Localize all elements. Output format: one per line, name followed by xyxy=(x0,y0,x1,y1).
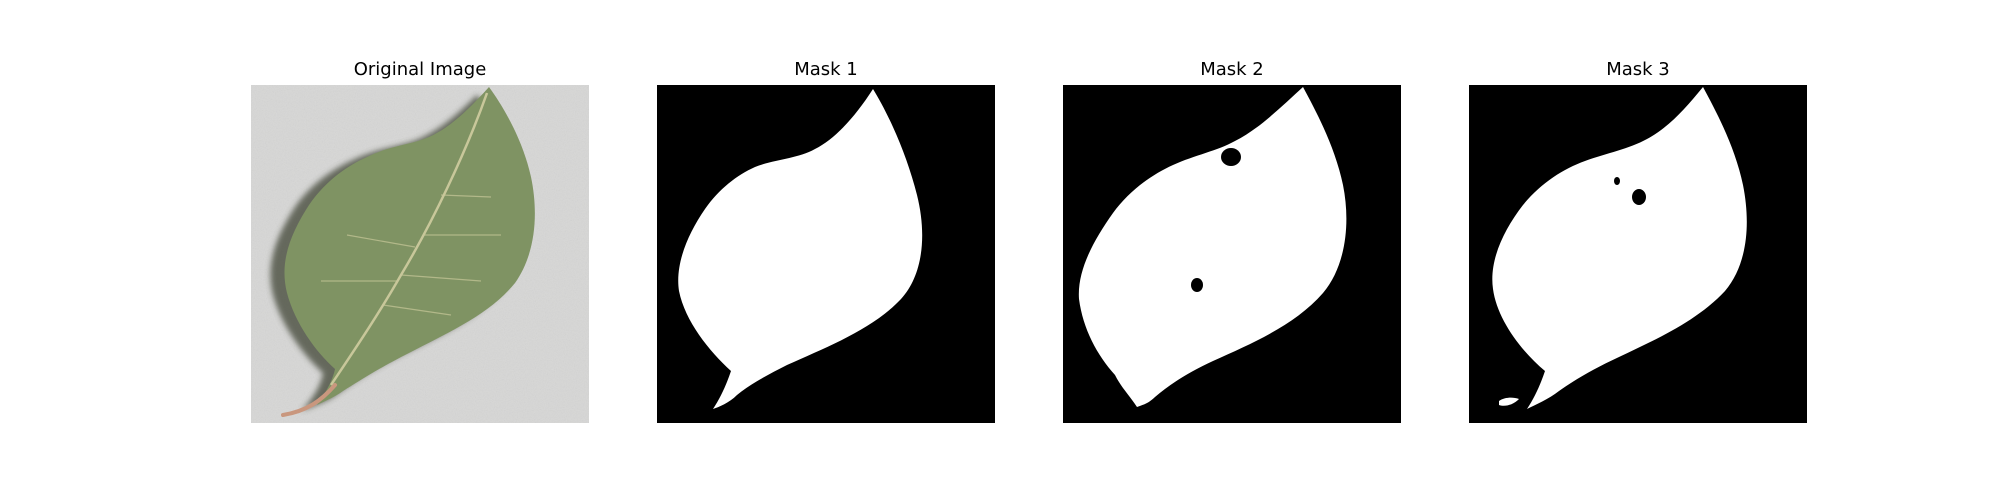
mask-hole xyxy=(1221,148,1241,166)
mask-3-canvas xyxy=(1469,85,1807,423)
mask-foreground xyxy=(678,89,923,409)
mask-3-image xyxy=(1469,85,1807,423)
mask-hole xyxy=(1632,189,1646,205)
panel-original-image: Original Image xyxy=(251,57,589,423)
mask-1-image xyxy=(657,85,995,423)
mask-foreground xyxy=(1492,87,1747,409)
panel-title: Mask 3 xyxy=(1606,59,1670,80)
leaf-photo xyxy=(251,85,589,423)
panel-mask-2: Mask 2 xyxy=(1063,57,1401,423)
mask-hole xyxy=(1191,278,1203,292)
leaf-midrib xyxy=(329,92,489,386)
mask-2-canvas xyxy=(1063,85,1401,423)
panel-title: Original Image xyxy=(353,59,487,80)
leaf-stem xyxy=(281,383,337,417)
mask-hole xyxy=(1614,177,1620,185)
mask-fragment xyxy=(1499,397,1519,406)
panel-title: Mask 1 xyxy=(794,59,858,80)
panel-mask-3: Mask 3 xyxy=(1469,57,1807,423)
original-image xyxy=(251,85,589,423)
mask-foreground xyxy=(1078,87,1347,407)
mask-2-image xyxy=(1063,85,1401,423)
mask-1-canvas xyxy=(657,85,995,423)
panel-mask-1: Mask 1 xyxy=(657,57,995,423)
panel-title: Mask 2 xyxy=(1200,59,1264,80)
